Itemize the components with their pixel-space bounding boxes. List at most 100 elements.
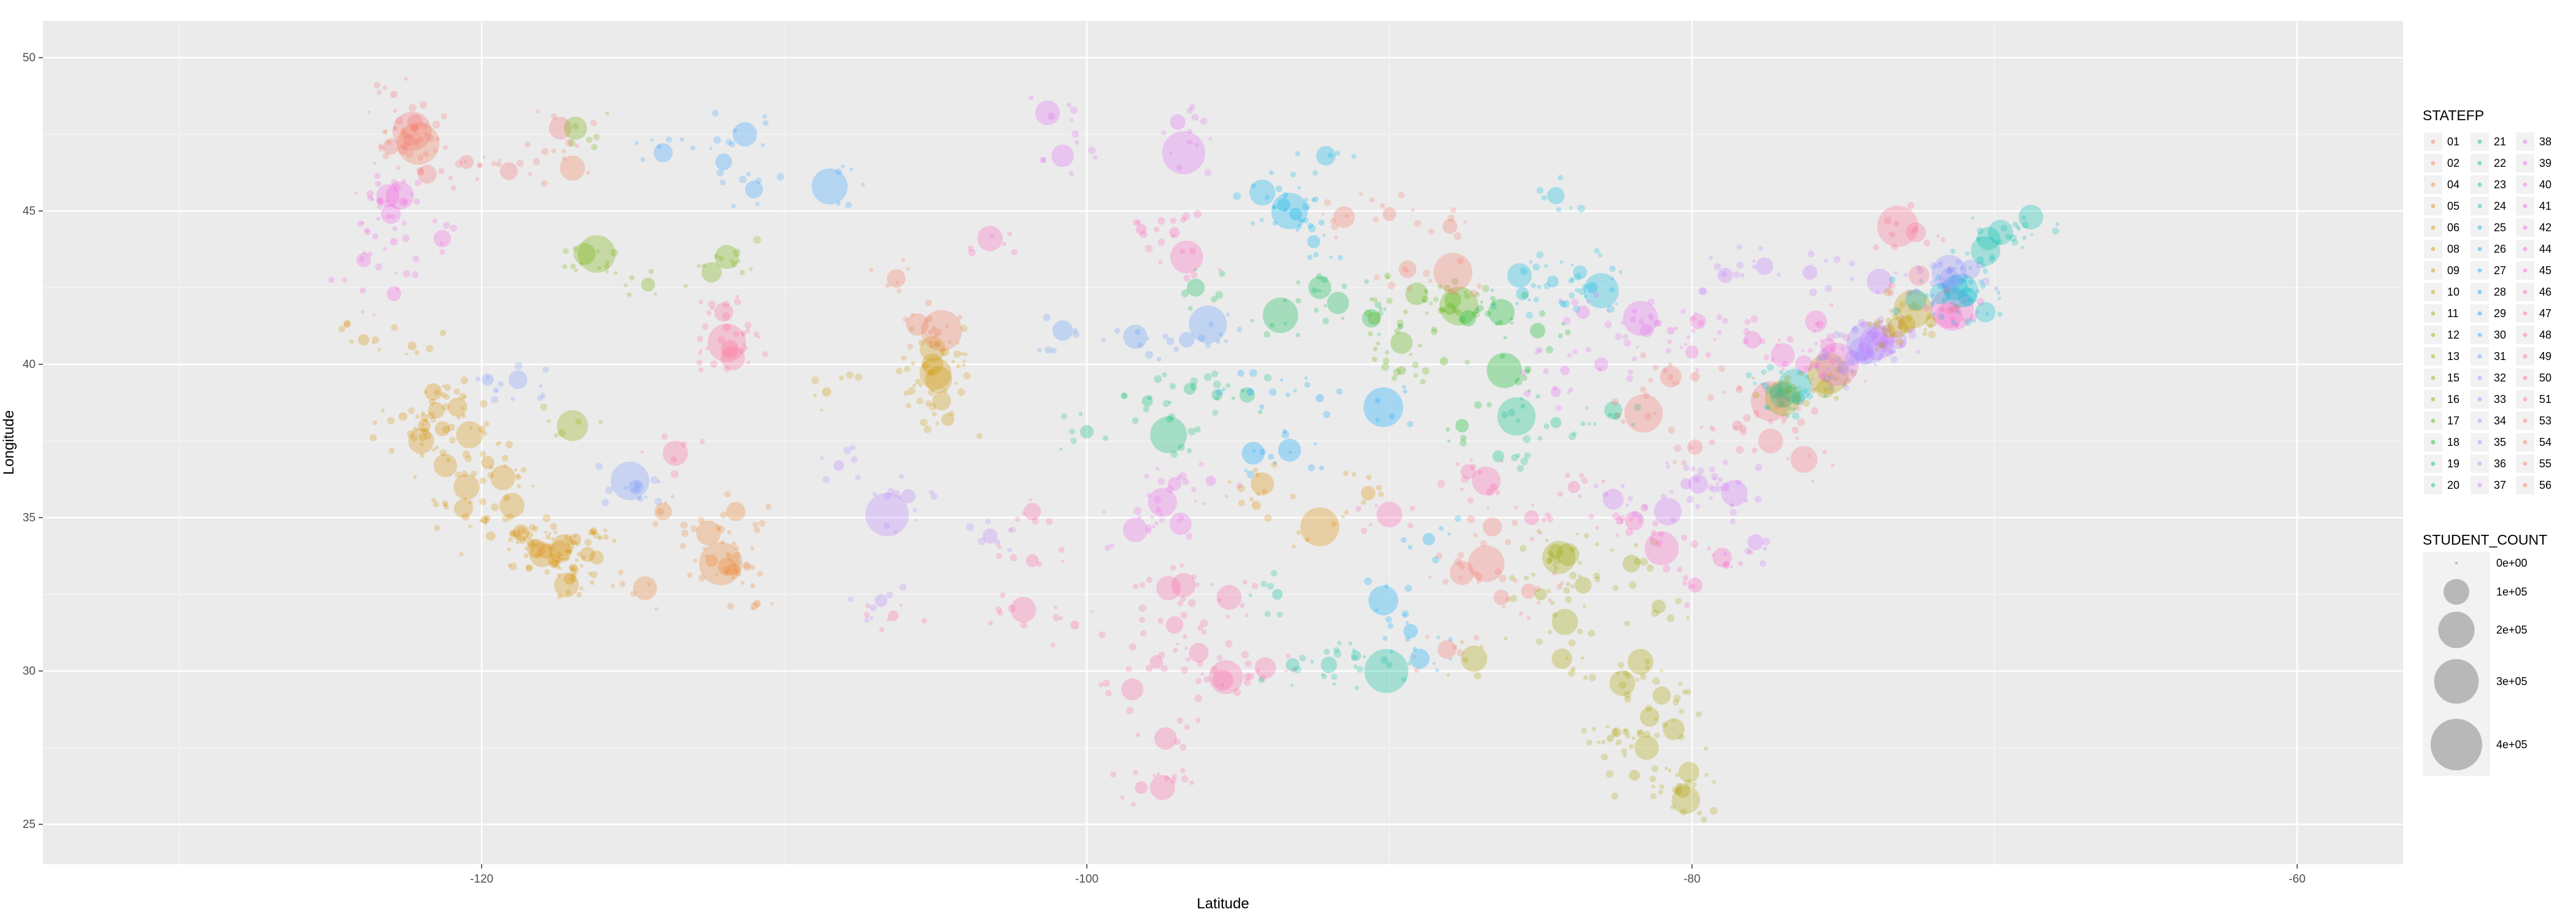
legend-swatch [2477,204,2482,209]
data-point [1957,277,1964,284]
data-point [1458,316,1466,323]
data-point [1568,669,1576,677]
data-point [1552,608,1578,635]
y-tick-label: 25 [23,818,36,831]
data-point [750,546,754,551]
data-point [1146,528,1152,534]
data-point [1739,429,1747,436]
data-point [1778,401,1785,407]
data-point [886,591,894,599]
data-point [1906,328,1912,334]
data-point [1941,297,1948,304]
data-point [1243,673,1251,681]
data-point [378,145,385,152]
data-point [604,264,610,269]
data-point [1552,612,1558,618]
legend-swatch [2431,311,2436,316]
data-point [377,90,382,95]
data-point [699,349,703,353]
data-point [1908,331,1917,340]
data-point [1732,420,1743,431]
data-point [1570,584,1575,589]
data-point [1775,388,1783,396]
data-point [1685,616,1690,619]
data-point [1949,306,1956,313]
data-point [739,347,746,354]
data-point [1301,202,1310,211]
data-point [1322,410,1331,418]
data-point [1251,183,1256,188]
data-point [434,524,440,531]
data-point [1355,505,1362,512]
data-point [1892,339,1896,343]
legend-swatch [2431,139,2436,144]
data-point [1758,246,1764,251]
data-point [364,229,371,236]
data-point [1686,496,1694,504]
data-point [1447,532,1451,536]
data-point [746,360,751,365]
data-point [396,165,401,171]
data-point [578,261,583,266]
data-point [1457,257,1464,265]
legend-key-bg [2516,240,2534,258]
data-point [1553,565,1559,571]
data-point [1531,503,1535,507]
legend-key-bg [2424,261,2442,280]
data-point [753,331,759,337]
data-point [1534,588,1547,601]
data-point [1292,544,1296,549]
data-point [1010,554,1018,562]
data-point [744,321,752,329]
legend-key-bg [2424,369,2442,387]
data-point [1639,386,1647,393]
data-point [1549,554,1556,561]
data-point [1422,532,1435,546]
data-point [1862,355,1868,361]
data-point [549,540,572,563]
data-point [591,531,596,535]
data-point [633,576,657,600]
data-point [1102,435,1108,442]
data-point [929,402,937,411]
legend-label: 44 [2539,243,2551,255]
data-point [1263,374,1272,382]
data-point [731,261,738,268]
data-point [391,179,398,186]
data-point [433,501,440,508]
legend-swatch [2477,182,2482,187]
data-point [1305,537,1310,543]
data-point [1263,331,1271,338]
data-point [1351,154,1357,159]
data-point [1891,349,1896,355]
data-point [1706,546,1711,551]
data-point [833,460,845,471]
data-point [1389,650,1393,654]
data-point [1709,466,1715,473]
data-point [861,182,865,187]
data-point [654,292,657,296]
data-point [1403,309,1408,315]
data-point [929,340,933,345]
data-point [989,234,994,239]
data-point [1250,318,1254,323]
data-point [1945,267,1952,275]
data-point [1849,337,1874,361]
data-point [1753,410,1760,416]
data-point [1753,381,1757,386]
data-point [1165,415,1174,423]
data-point [357,220,364,227]
data-point [468,524,472,529]
data-point [994,539,1001,546]
data-point [1500,459,1504,463]
data-point [1476,305,1484,312]
data-point [966,523,974,531]
data-point [401,178,407,184]
data-point [1125,707,1134,715]
data-point [1622,753,1627,758]
data-point [1179,332,1195,348]
legend-label: 38 [2539,136,2551,148]
data-point [1219,270,1225,277]
data-point [565,139,573,147]
